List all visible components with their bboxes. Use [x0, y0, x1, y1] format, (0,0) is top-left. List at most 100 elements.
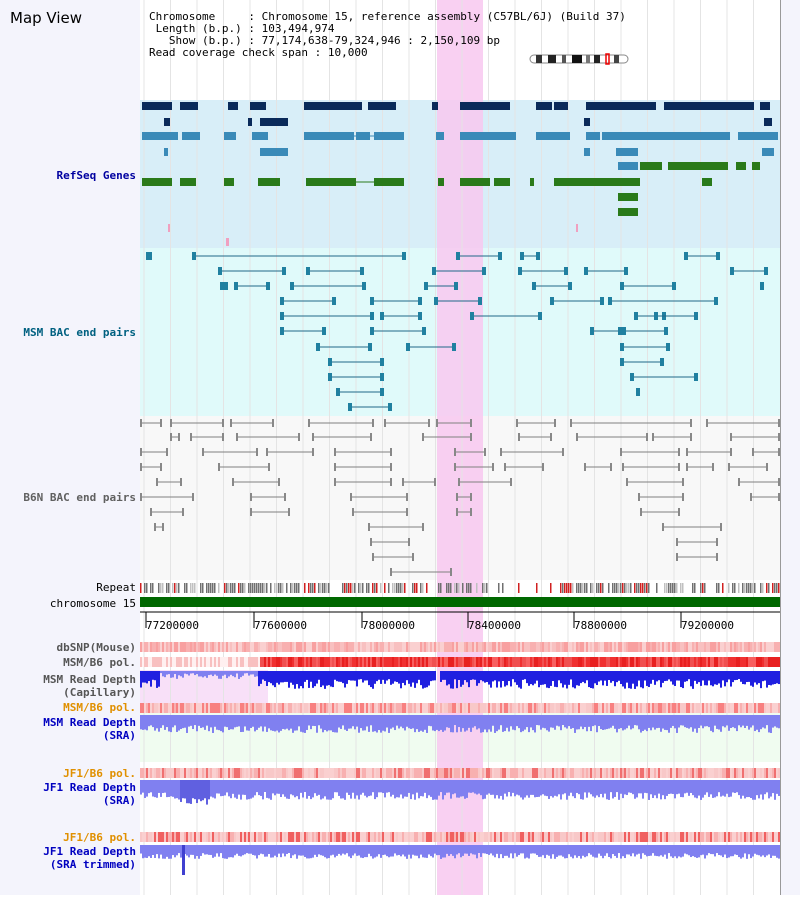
repeat-feature	[776, 583, 778, 593]
depth-bar	[746, 845, 748, 859]
depth-bar	[274, 780, 276, 796]
polymorphism-cell	[290, 768, 292, 778]
bac-end-marker	[140, 493, 142, 501]
depth-bar	[744, 780, 746, 799]
polymorphism-cell	[768, 703, 770, 713]
genome-plot-area[interactable]	[140, 0, 780, 895]
track-label-chromosome[interactable]: chromosome 15	[49, 597, 136, 610]
polymorphism-cell	[250, 657, 252, 667]
polymorphism-cell	[742, 703, 744, 713]
repeat-feature	[380, 583, 382, 593]
polymorphism-cell	[204, 657, 206, 667]
track-label-repeat[interactable]: Repeat	[96, 581, 136, 594]
repeat-feature	[328, 583, 330, 593]
polymorphism-cell	[408, 768, 410, 778]
polymorphism-cell	[474, 832, 476, 842]
track-label-msm-pol-2[interactable]: MSM/B6 pol.	[63, 701, 136, 714]
polymorphism-cell	[770, 657, 772, 667]
polymorphism-cell	[218, 832, 220, 842]
chromosome-ideogram[interactable]	[528, 52, 634, 66]
repeat-feature	[186, 583, 188, 593]
snp-density-cell	[648, 642, 650, 652]
polymorphism-cell	[444, 657, 446, 667]
depth-bar	[290, 671, 292, 683]
track-label-msm-pol-1[interactable]: MSM/B6 pol.	[63, 656, 136, 669]
track-label-msm-bac[interactable]: MSM BAC end pairs	[23, 326, 136, 339]
depth-bar	[538, 715, 540, 726]
depth-bar	[202, 671, 204, 678]
polymorphism-cell	[182, 703, 184, 713]
depth-bar	[658, 671, 660, 681]
depth-bar	[304, 715, 306, 733]
polymorphism-cell	[478, 703, 480, 713]
repeat-feature	[294, 583, 296, 593]
track-label-jf1-pol-1[interactable]: JF1/B6 pol.	[63, 767, 136, 780]
depth-bar	[422, 715, 424, 732]
depth-bar	[358, 715, 360, 733]
bac-end-marker	[180, 478, 182, 486]
repeat-feature	[314, 583, 316, 593]
polymorphism-cell	[380, 703, 382, 713]
depth-bar	[518, 845, 520, 856]
snp-density-cell	[704, 642, 706, 652]
depth-bar	[506, 780, 508, 797]
polymorphism-cell	[156, 832, 158, 842]
track-label-jf1-pol-2[interactable]: JF1/B6 pol.	[63, 831, 136, 844]
polymorphism-cell	[638, 703, 640, 713]
depth-bar	[710, 671, 712, 686]
depth-bar	[180, 671, 182, 677]
polymorphism-cell	[416, 832, 418, 842]
polymorphism-cell	[300, 768, 302, 778]
depth-bar	[524, 715, 526, 730]
depth-bar	[450, 845, 452, 855]
polymorphism-cell	[626, 768, 628, 778]
depth-bar	[490, 845, 492, 854]
polymorphism-cell	[640, 657, 642, 667]
track-label-msm-depth-sra[interactable]: MSM Read Depth (SRA)	[0, 716, 136, 742]
polymorphism-cell	[476, 832, 478, 842]
polymorphism-cell	[622, 768, 624, 778]
depth-bar	[728, 671, 730, 680]
track-label-jf1-depth-trimmed[interactable]: JF1 Read Depth (SRA trimmed)	[0, 845, 136, 871]
snp-density-cell	[538, 642, 540, 652]
track-label-refseq[interactable]: RefSeq Genes	[56, 169, 136, 182]
polymorphism-cell	[148, 832, 150, 842]
bac-end-marker	[360, 267, 364, 275]
repeat-feature	[202, 583, 204, 593]
polymorphism-cell	[378, 703, 380, 713]
polymorphism-cell	[336, 832, 338, 842]
polymorphism-cell	[464, 768, 466, 778]
polymorphism-cell	[274, 768, 276, 778]
depth-bar	[720, 671, 722, 688]
depth-bar	[350, 780, 352, 799]
track-label-b6n-bac[interactable]: B6N BAC end pairs	[23, 491, 136, 504]
polymorphism-cell	[394, 703, 396, 713]
depth-bar	[624, 715, 626, 730]
polymorphism-cell	[536, 657, 538, 667]
polymorphism-cell	[608, 657, 610, 667]
polymorphism-cell	[220, 703, 222, 713]
polymorphism-cell	[530, 657, 532, 667]
depth-bar	[604, 715, 606, 730]
track-label-jf1-depth-sra[interactable]: JF1 Read Depth (SRA)	[0, 781, 136, 807]
snp-density-cell	[324, 642, 326, 652]
polymorphism-cell	[144, 703, 146, 713]
genome-track-canvas[interactable]	[140, 0, 780, 895]
depth-bar	[616, 780, 618, 793]
polymorphism-cell	[490, 657, 492, 667]
repeat-feature	[750, 583, 752, 593]
polymorphism-cell	[454, 832, 456, 842]
depth-bar	[748, 671, 750, 682]
track-label-msm-depth-capillary[interactable]: MSM Read Depth (Capillary)	[0, 673, 136, 699]
depth-bar	[282, 715, 284, 729]
polymorphism-cell	[334, 657, 336, 667]
bac-end-marker	[682, 478, 684, 486]
snp-density-cell	[606, 642, 608, 652]
depth-bar	[436, 845, 438, 856]
repeat-feature	[352, 583, 354, 593]
polymorphism-cell	[230, 832, 232, 842]
track-label-dbsnp[interactable]: dbSNP(Mouse)	[56, 641, 136, 654]
depth-bar	[186, 715, 188, 733]
depth-bar	[754, 715, 756, 732]
polymorphism-cell	[632, 832, 634, 842]
